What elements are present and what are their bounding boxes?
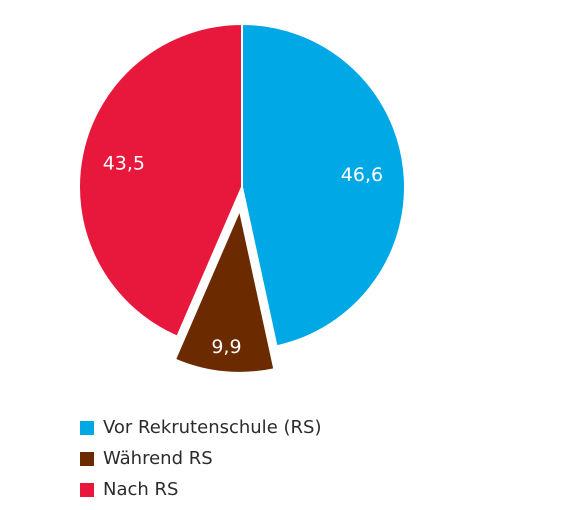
pie-value-labels: 46,6 9,9 43,5 — [103, 153, 383, 359]
legend: Vor Rekrutenschule (RS) Während RS Nach … — [80, 412, 321, 505]
legend-swatch-vor-rs — [80, 420, 94, 435]
pie-label-vor-rs: 46,6 — [341, 164, 383, 186]
legend-label-waehrend-rs: Während RS — [103, 448, 213, 469]
legend-label-vor-rs: Vor Rekrutenschule (RS) — [103, 417, 322, 438]
pie-slice-vor-rs — [241, 22, 406, 348]
pie-chart: 46,6 9,9 43,5 — [78, 22, 406, 374]
legend-item-vor-rs: Vor Rekrutenschule (RS) — [80, 412, 321, 443]
legend-item-nach-rs: Nach RS — [80, 474, 321, 505]
pie-slice-waehrend-rs — [173, 206, 276, 374]
legend-swatch-nach-rs — [80, 482, 94, 497]
pie-slice-nach-rs — [78, 22, 243, 338]
legend-item-waehrend-rs: Während RS — [80, 443, 321, 474]
pie-slices — [78, 22, 406, 374]
legend-swatch-waehrend-rs — [80, 451, 94, 466]
legend-label-nach-rs: Nach RS — [103, 479, 179, 500]
pie-label-nach-rs: 43,5 — [103, 153, 145, 175]
pie-label-waehrend-rs: 9,9 — [211, 336, 241, 358]
